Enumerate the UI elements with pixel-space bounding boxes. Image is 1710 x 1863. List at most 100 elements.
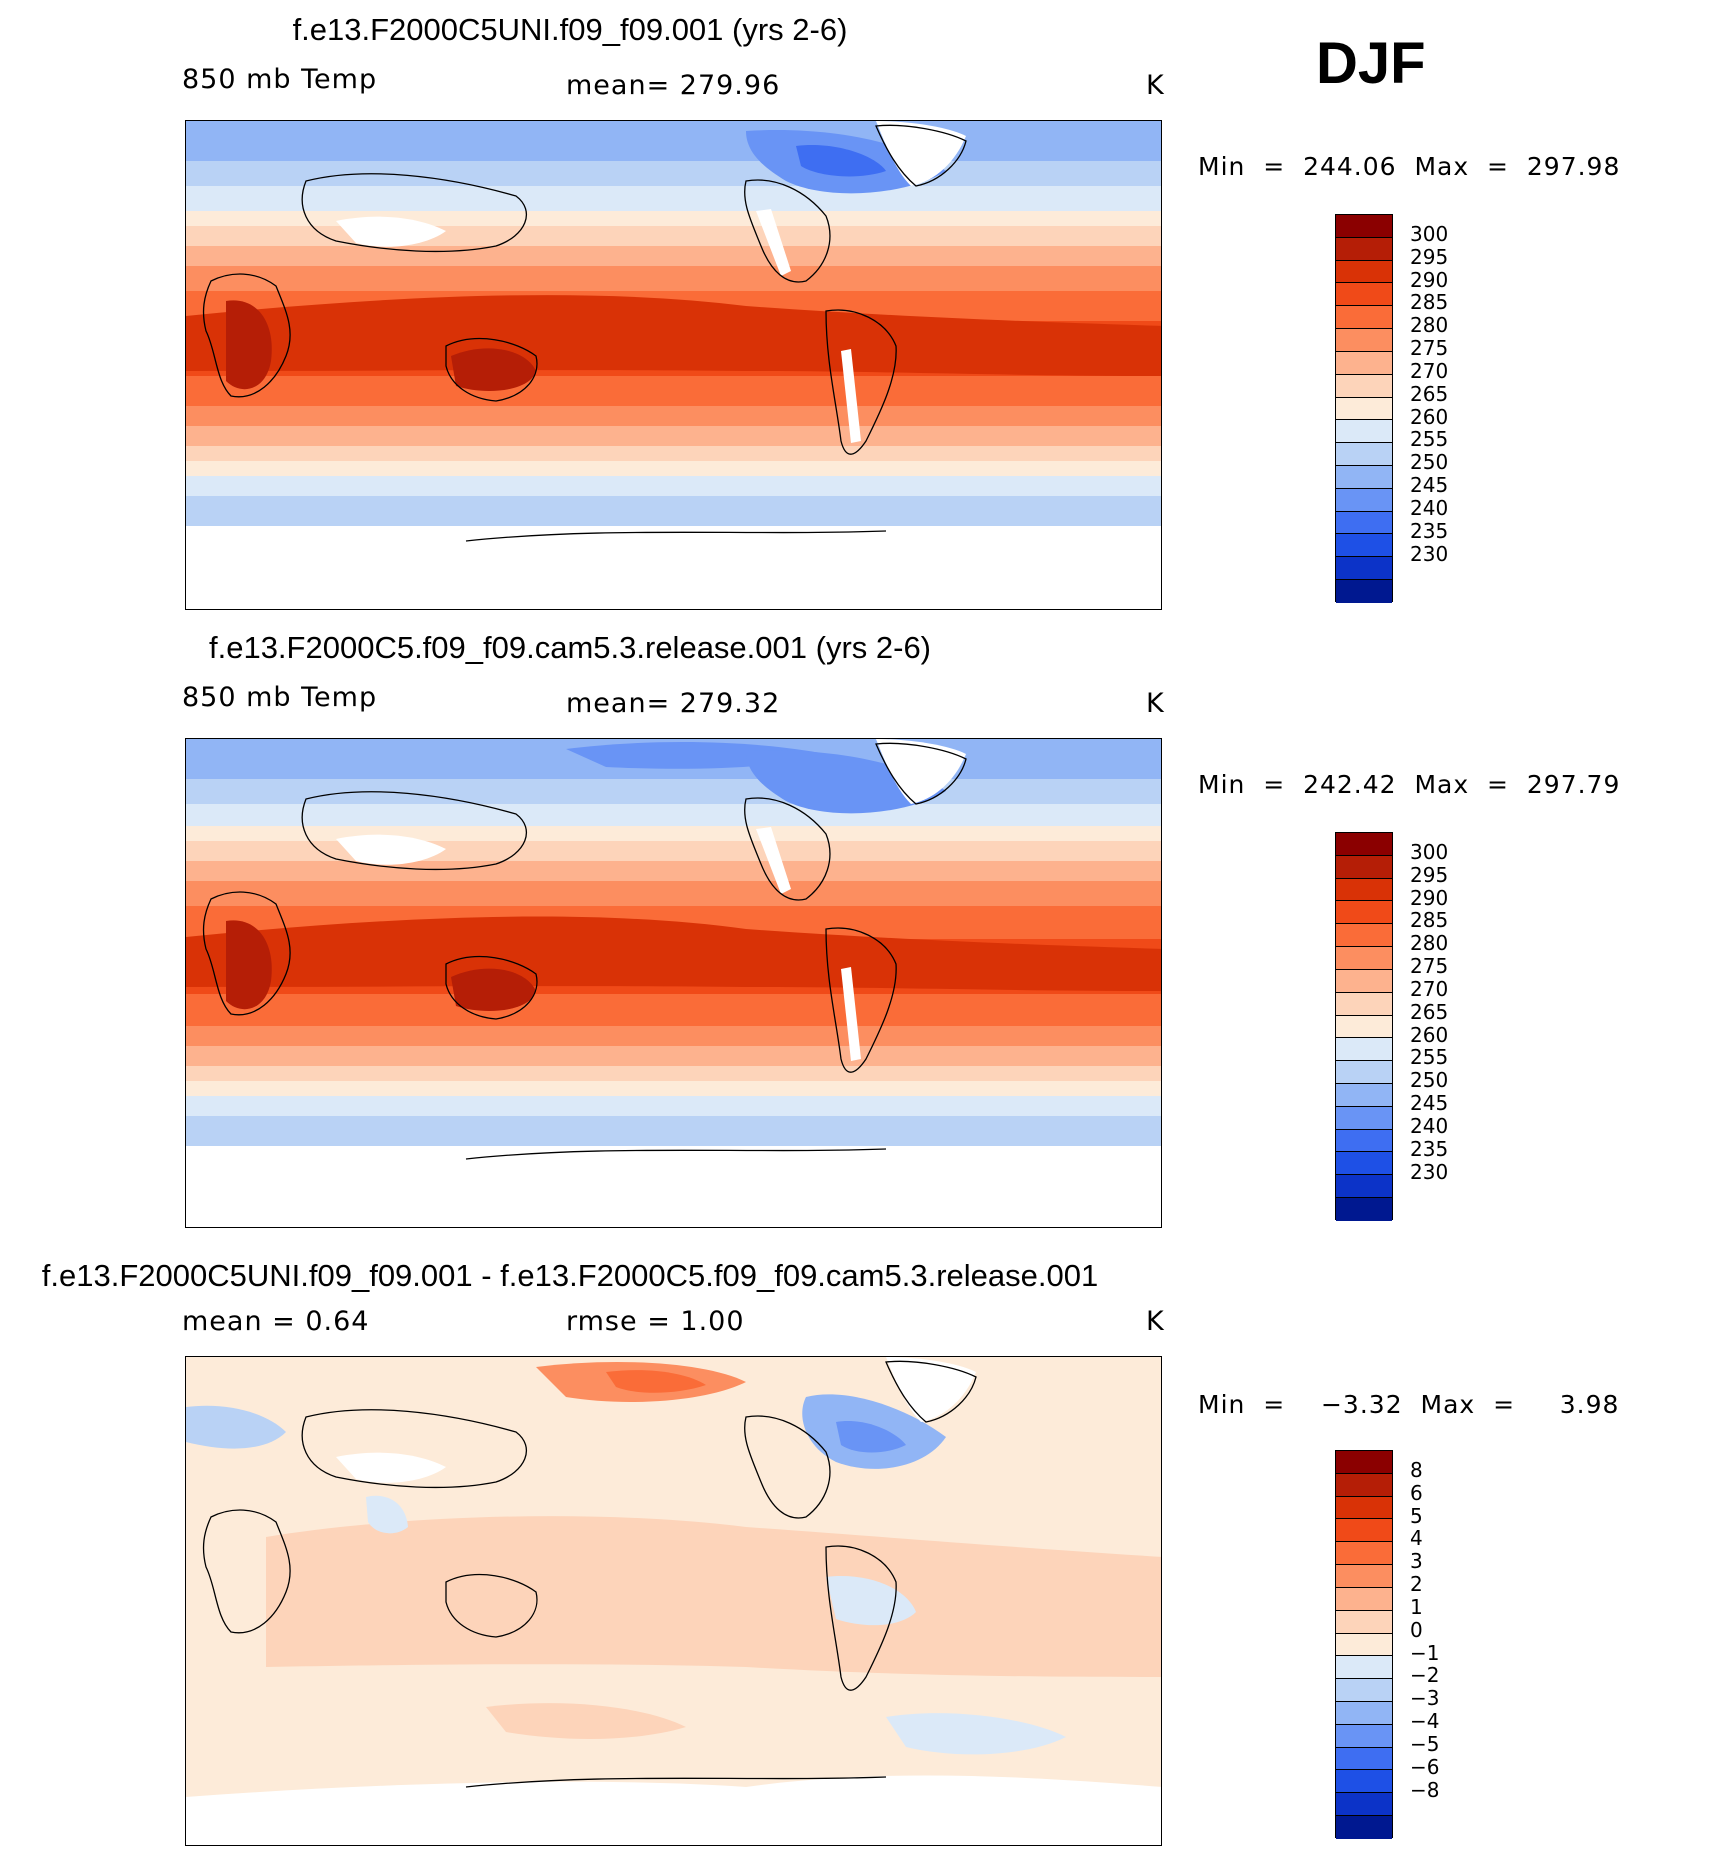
colorbar-swatch — [1336, 580, 1392, 603]
colorbar-tick-label: 6 — [1410, 1480, 1423, 1505]
colorbar-tick-label: −2 — [1410, 1663, 1440, 1688]
panel1-mean-label: mean= 279.96 — [566, 70, 781, 101]
colorbar-swatch — [1336, 283, 1392, 307]
colorbar-swatch — [1336, 1473, 1392, 1497]
colorbar-tick-label: 300 — [1410, 840, 1449, 864]
colorbar-swatch — [1336, 443, 1392, 466]
colorbar-swatch — [1336, 1565, 1392, 1588]
panel2-colorbar — [1335, 832, 1393, 1221]
colorbar-tick-label: 235 — [1410, 518, 1449, 543]
colorbar-swatch — [1336, 833, 1392, 856]
colorbar-swatch — [1336, 237, 1392, 261]
colorbar-swatch — [1336, 1038, 1392, 1062]
colorbar-swatch — [1336, 465, 1392, 489]
colorbar-swatch — [1336, 260, 1392, 284]
colorbar-tick-label: 265 — [1410, 999, 1449, 1024]
colorbar-tick-label: 250 — [1410, 450, 1449, 475]
colorbar-swatch — [1336, 1701, 1392, 1725]
colorbar-swatch — [1336, 855, 1392, 879]
colorbar-tick-label: 3 — [1410, 1549, 1423, 1574]
panel1-units-label: K — [1146, 70, 1165, 101]
colorbar-swatch — [1336, 511, 1392, 535]
panel1-title: f.e13.F2000C5UNI.f09_f09.001 (yrs 2-6) — [292, 12, 848, 47]
colorbar-tick-label: 260 — [1410, 404, 1449, 429]
colorbar-tick-label: 270 — [1410, 358, 1449, 383]
colorbar-tick-label: 270 — [1410, 976, 1449, 1001]
colorbar-tick-label: 265 — [1410, 381, 1449, 406]
colorbar-swatch — [1336, 534, 1392, 558]
panel3-colorbar — [1335, 1450, 1393, 1839]
colorbar-swatch — [1336, 1015, 1392, 1039]
colorbar-swatch — [1336, 329, 1392, 352]
colorbar-swatch — [1336, 1610, 1392, 1634]
colorbar-tick-label: 275 — [1410, 336, 1449, 361]
panel2-title: f.e13.F2000C5.f09_f09.cam5.3.release.001… — [208, 630, 932, 665]
colorbar-tick-label: −1 — [1410, 1640, 1440, 1665]
colorbar-tick-label: −4 — [1410, 1709, 1440, 1734]
colorbar-tick-label: 250 — [1410, 1068, 1449, 1093]
colorbar-swatch — [1336, 969, 1392, 993]
colorbar-swatch — [1336, 1496, 1392, 1520]
panel3-title: f.e13.F2000C5UNI.f09_f09.001 - f.e13.F20… — [41, 1258, 1099, 1293]
colorbar-swatch — [1336, 1793, 1392, 1816]
panel1-map-field — [186, 121, 1161, 609]
colorbar-tick-label: 5 — [1410, 1503, 1423, 1528]
colorbar-tick-label: 300 — [1410, 222, 1449, 246]
colorbar-tick-label: 240 — [1410, 495, 1449, 520]
colorbar-tick-label: 260 — [1410, 1022, 1449, 1047]
colorbar-swatch — [1336, 1724, 1392, 1748]
colorbar-tick-label: 4 — [1410, 1526, 1423, 1551]
panel3-minmax: Min = −3.32 Max = 3.98 — [1198, 1390, 1620, 1419]
colorbar-tick-label: 8 — [1410, 1458, 1423, 1482]
colorbar-swatch — [1336, 488, 1392, 512]
colorbar-tick-label: 245 — [1410, 473, 1449, 498]
panel2-units-label: K — [1146, 688, 1165, 719]
colorbar-tick-label: 2 — [1410, 1572, 1423, 1597]
colorbar-tick-label: 230 — [1410, 1159, 1449, 1184]
colorbar-tick-label: 255 — [1410, 427, 1449, 452]
panel1-minmax: Min = 244.06 Max = 297.98 — [1198, 152, 1621, 181]
colorbar-swatch — [1336, 1679, 1392, 1702]
panel1-colorbar — [1335, 214, 1393, 603]
panel1-variable-label: 850 mb Temp — [182, 64, 378, 95]
colorbar-tick-label: 290 — [1410, 267, 1449, 292]
colorbar-tick-label: −5 — [1410, 1731, 1440, 1756]
colorbar-swatch — [1336, 420, 1392, 444]
colorbar-swatch — [1336, 901, 1392, 925]
colorbar-swatch — [1336, 374, 1392, 398]
colorbar-tick-label: 240 — [1410, 1113, 1449, 1138]
colorbar-swatch — [1336, 397, 1392, 421]
colorbar-swatch — [1336, 215, 1392, 238]
panel2-map — [185, 738, 1162, 1228]
colorbar-swatch — [1336, 1587, 1392, 1611]
colorbar-tick-label: 295 — [1410, 862, 1449, 887]
colorbar-tick-label: 290 — [1410, 885, 1449, 910]
panel3-map-field — [186, 1357, 1161, 1845]
colorbar-swatch — [1336, 557, 1392, 580]
colorbar-tick-label: 285 — [1410, 908, 1449, 933]
colorbar-tick-label: 255 — [1410, 1045, 1449, 1070]
colorbar-swatch — [1336, 1656, 1392, 1680]
colorbar-tick-label: 245 — [1410, 1091, 1449, 1116]
colorbar-tick-label: 230 — [1410, 541, 1449, 566]
colorbar-tick-label: −8 — [1410, 1777, 1440, 1802]
colorbar-swatch — [1336, 1198, 1392, 1221]
colorbar-tick-label: 285 — [1410, 290, 1449, 315]
colorbar-swatch — [1336, 1816, 1392, 1839]
colorbar-swatch — [1336, 1770, 1392, 1794]
panel3-mean-label: mean = 0.64 — [182, 1306, 370, 1337]
colorbar-swatch — [1336, 1747, 1392, 1771]
panel3-units-label: K — [1146, 1306, 1165, 1337]
colorbar-swatch — [1336, 1152, 1392, 1176]
colorbar-swatch — [1336, 947, 1392, 970]
colorbar-swatch — [1336, 1129, 1392, 1153]
colorbar-tick-label: 275 — [1410, 954, 1449, 979]
colorbar-swatch — [1336, 1519, 1392, 1543]
colorbar-swatch — [1336, 992, 1392, 1016]
panel2-map-field — [186, 739, 1161, 1227]
colorbar-tick-label: 280 — [1410, 313, 1449, 338]
colorbar-swatch — [1336, 351, 1392, 375]
colorbar-swatch — [1336, 1542, 1392, 1566]
colorbar-tick-label: 235 — [1410, 1136, 1449, 1161]
panel2-variable-label: 850 mb Temp — [182, 682, 378, 713]
